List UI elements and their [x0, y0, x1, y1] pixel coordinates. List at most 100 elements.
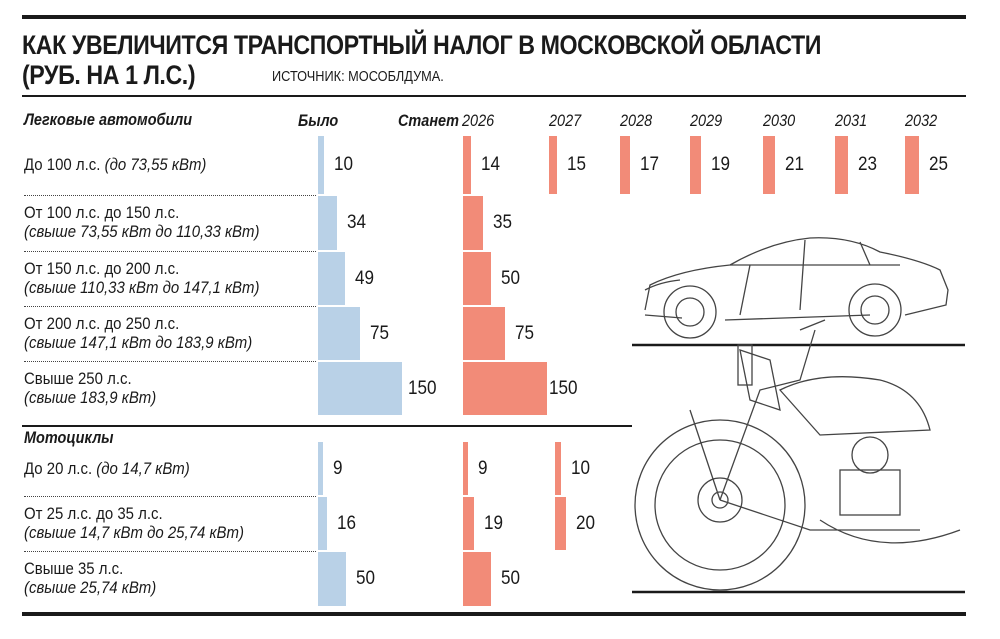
top-rule [22, 15, 966, 19]
row-label-main: От 150 л.с. до 200 л.с. [24, 258, 180, 278]
year-header-2029: 2029 [690, 111, 723, 130]
row-label-main: От 25 л.с. до 35 л.с. [24, 503, 163, 523]
source: ИСТОЧНИК: МОСОБЛДУМА. [272, 68, 444, 85]
bar-was [318, 497, 327, 550]
value-was: 50 [356, 568, 376, 589]
value-will-2027: 10 [570, 457, 590, 479]
value-will-2032: 25 [929, 154, 949, 175]
row-label: От 150 л.с. до 200 л.с. (свыше 110,33 кВт… [24, 259, 259, 297]
bar-will-2027 [555, 442, 561, 495]
title: КАК УВЕЛИЧИТСЯ ТРАНСПОРТНЫЙ НАЛОГ В МОСК… [22, 30, 821, 60]
bar-will-2027 [555, 497, 567, 550]
row-label: До 100 л.с. (до 73,55 кВт) [24, 155, 206, 174]
value-will-2026: 150 [549, 377, 578, 399]
row-label-sub: (свыше 147,1 кВт до 183,9 кВт) [24, 332, 253, 352]
row-label: От 25 л.с. до 35 л.с. (свыше 14,7 кВт до … [24, 504, 244, 542]
bar-will-2026 [463, 307, 505, 360]
bar-will-2030 [763, 136, 775, 194]
bar-was [318, 136, 324, 194]
row-separator [24, 195, 316, 196]
row-label: До 20 л.с. (до 14,7 кВт) [24, 459, 190, 478]
row-separator [24, 551, 316, 552]
bar-will-2031 [835, 136, 848, 194]
value-will-2027: 20 [576, 512, 596, 534]
header-rule [22, 95, 966, 97]
row-label: Свыше 35 л.с. (свыше 25,74 кВт) [24, 559, 156, 597]
year-header-2028: 2028 [620, 111, 653, 130]
bar-will-2026 [463, 362, 547, 415]
bar-was [318, 442, 324, 495]
value-was: 16 [336, 512, 356, 534]
column-header-will: Станет [398, 111, 459, 130]
year-header-2031: 2031 [835, 111, 868, 130]
value-will-2026: 19 [483, 512, 503, 534]
row-label-main: До 100 л.с. [24, 155, 101, 174]
row-label: Свыше 250 л.с. (свыше 183,9 кВт) [24, 369, 156, 407]
section-divider [22, 425, 632, 427]
value-will-2026: 50 [501, 568, 521, 589]
row-separator [24, 251, 316, 252]
bar-was [318, 552, 346, 606]
bar-will-2027 [549, 136, 558, 194]
row-label-sub: (до 73,55 кВт) [104, 155, 207, 174]
bar-will-2029 [690, 136, 701, 194]
row-label-sub: (свыше 14,7 кВт до 25,74 кВт) [24, 522, 244, 542]
value-will-2031: 23 [857, 154, 877, 175]
bar-will-2026 [463, 252, 491, 305]
row-label-main: Свыше 250 л.с. [24, 368, 132, 388]
row-label: От 100 л.с. до 150 л.с. (свыше 73,55 кВт … [24, 203, 259, 241]
row-label: От 200 л.с. до 250 л.с. (свыше 147,1 кВт … [24, 314, 252, 352]
bar-was [318, 252, 346, 305]
year-header-2026: 2026 [462, 111, 495, 130]
title-units: (РУБ. НА 1 Л.С.) [22, 60, 196, 90]
row-label-sub: (свыше 25,74 кВт) [24, 578, 157, 597]
vehicle-illustrations [632, 237, 965, 594]
bar-will-2026 [463, 497, 474, 550]
row-label-main: От 200 л.с. до 250 л.с. [24, 313, 180, 333]
value-was: 49 [355, 267, 375, 289]
bar-was [318, 307, 360, 360]
row-label-main: До 20 л.с. [24, 458, 93, 478]
value-will-2028: 17 [639, 154, 659, 175]
bottom-rule [22, 612, 966, 616]
value-was: 34 [347, 212, 367, 233]
row-label-sub: (свыше 183,9 кВт) [24, 387, 157, 407]
value-will-2026: 35 [492, 212, 512, 233]
row-label-sub: (свыше 110,33 кВт до 147,1 кВт) [24, 277, 260, 297]
column-header-was: Было [298, 111, 339, 130]
value-will-2030: 21 [784, 154, 804, 175]
row-label-main: Свыше 35 л.с. [24, 559, 124, 578]
row-label-sub: (свыше 73,55 кВт до 110,33 кВт) [24, 222, 260, 241]
bar-will-2026 [463, 196, 483, 250]
value-will-2027: 15 [567, 154, 587, 175]
value-was: 9 [333, 457, 343, 479]
year-header-2027: 2027 [549, 111, 582, 130]
bar-was [318, 362, 402, 415]
value-will-2026: 14 [480, 154, 500, 175]
section-header-cars: Легковые автомобили [24, 110, 193, 129]
bar-will-2032 [905, 136, 919, 194]
value-will-2026: 75 [515, 322, 535, 344]
value-will-2026: 9 [478, 457, 488, 479]
value-will-2029: 19 [710, 154, 730, 175]
year-header-2032: 2032 [905, 111, 938, 130]
bar-will-2028 [620, 136, 630, 194]
motorcycle-illustration [634, 319, 961, 591]
year-header-2030: 2030 [763, 111, 796, 130]
value-was: 10 [333, 154, 353, 175]
bar-will-2026 [463, 442, 469, 495]
bar-will-2026 [463, 136, 471, 194]
row-label-main: От 100 л.с. до 150 л.с. [24, 203, 180, 222]
row-label-sub: (до 14,7 кВт) [96, 458, 190, 478]
bar-will-2026 [463, 552, 491, 606]
bar-was [318, 196, 338, 250]
row-separator [24, 306, 316, 307]
section-header-motorcycles: Мотоциклы [24, 428, 114, 447]
car-illustration [644, 237, 949, 339]
value-will-2026: 50 [501, 267, 521, 289]
value-was: 150 [408, 377, 437, 399]
row-separator [24, 496, 316, 497]
row-separator [24, 361, 316, 362]
value-was: 75 [370, 322, 390, 344]
